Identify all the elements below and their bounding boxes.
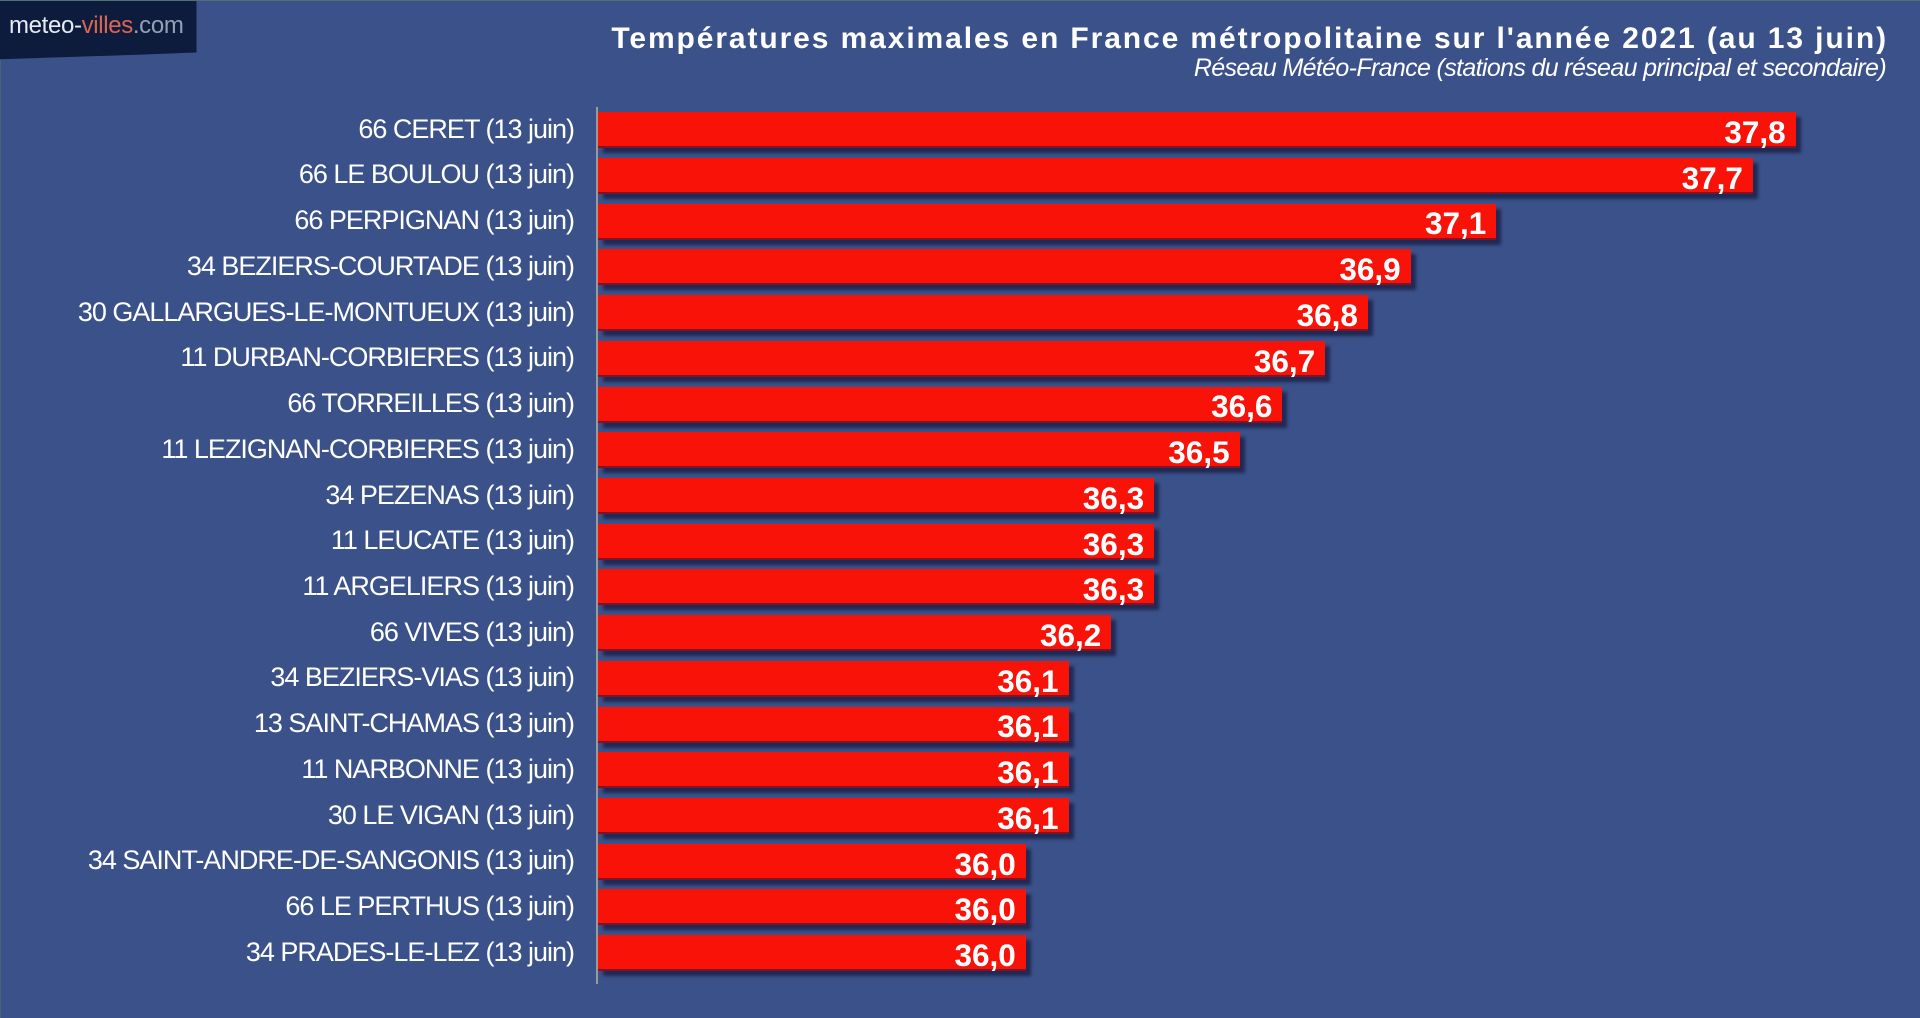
svg-text:meteo-villes.com: meteo-villes.com	[9, 12, 183, 39]
